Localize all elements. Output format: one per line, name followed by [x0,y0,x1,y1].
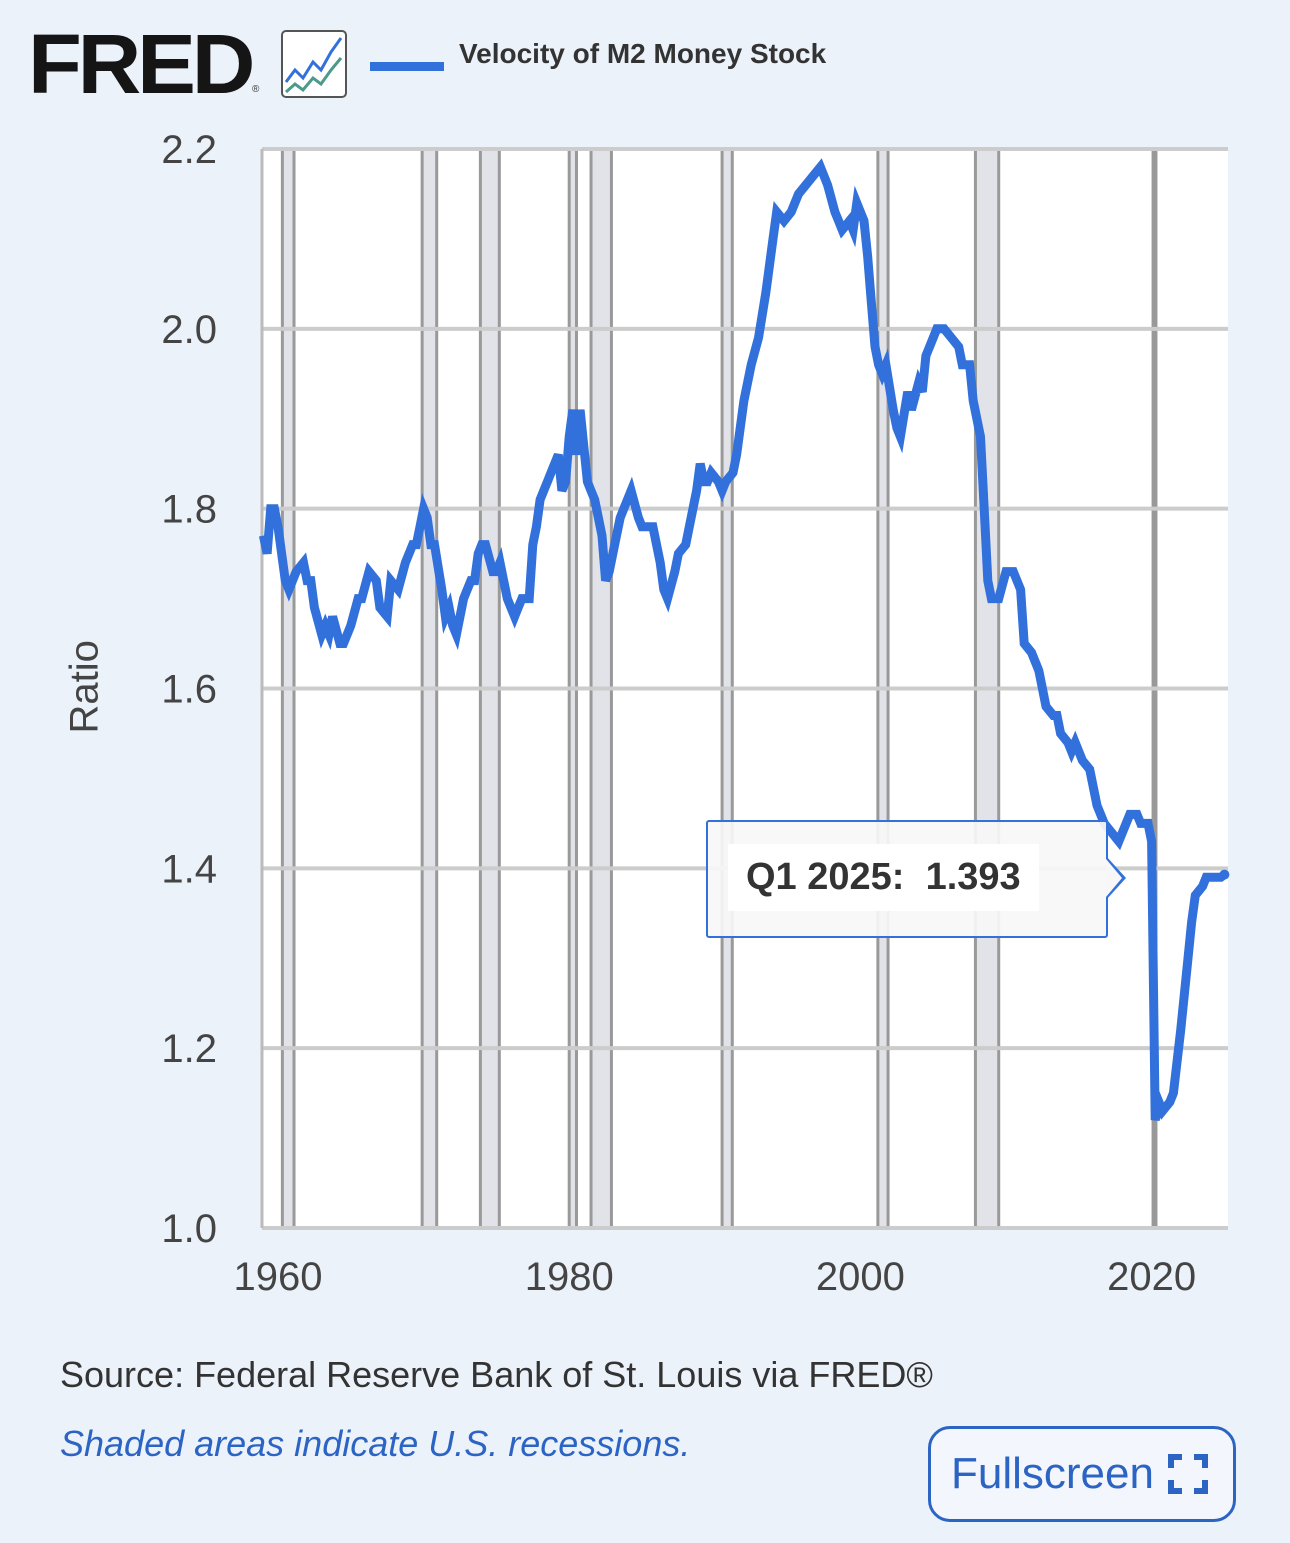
series-line [258,158,1228,1122]
fullscreen-icon [1167,1454,1208,1494]
x-tick-label: 2020 [1107,1255,1196,1299]
y-tick-label: 1.6 [161,668,217,712]
data-point-highlight [1219,869,1230,880]
x-tick-label: 1980 [525,1255,614,1299]
fullscreen-button[interactable]: Fullscreen [928,1426,1236,1522]
x-tick-label: 1960 [234,1255,323,1299]
tooltip-value: 1.393 [925,856,1021,898]
registered-mark: ® [252,84,260,95]
y-tick-label: 2.2 [161,128,217,172]
fullscreen-label: Fullscreen [951,1449,1154,1498]
y-tick-label: 1.2 [161,1027,217,1071]
chart-logo-icon [281,30,347,98]
y-tick-label: 1.4 [161,847,217,891]
tooltip-arrow-fill [1106,859,1122,897]
source-text: Source: Federal Reserve Bank of St. Loui… [60,1354,933,1395]
recession-note: Shaded areas indicate U.S. recessions. [60,1423,691,1464]
data-tooltip: Q1 2025: 1.393 [706,820,1108,938]
y-tick-label: 1.8 [161,488,217,532]
legend-label: Velocity of M2 Money Stock [459,38,827,69]
fred-logo[interactable]: FRED [28,17,255,111]
y-axis-label: Ratio [62,640,107,734]
legend-line-swatch [370,62,444,71]
tooltip-period: Q1 2025: [746,856,905,898]
x-tick-label: 2000 [816,1255,905,1299]
y-tick-label: 2.0 [161,308,217,352]
y-tick-label: 1.0 [161,1207,217,1251]
tooltip-text: Q1 2025: 1.393 [728,844,1039,911]
